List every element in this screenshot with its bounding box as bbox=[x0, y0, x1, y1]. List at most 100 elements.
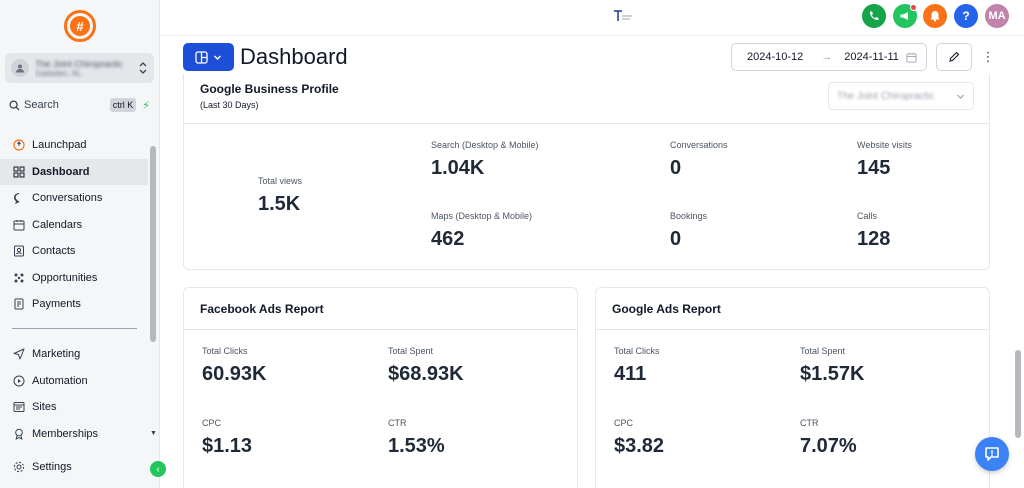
nav-settings: Settings bbox=[0, 454, 148, 481]
location-icon bbox=[11, 59, 29, 77]
edit-dashboard-button[interactable] bbox=[936, 43, 972, 71]
metric-label: Search (Desktop & Mobile) bbox=[431, 140, 539, 150]
help-icon: ? bbox=[962, 9, 970, 23]
chevron-left-icon: ‹ bbox=[156, 463, 160, 475]
payments-icon bbox=[12, 298, 25, 311]
metric-label: CTR bbox=[800, 418, 819, 428]
notifications-button[interactable] bbox=[923, 4, 947, 28]
support-chat-button[interactable] bbox=[975, 437, 1009, 471]
rocket-icon bbox=[12, 139, 25, 152]
metric-value: 0 bbox=[670, 157, 682, 179]
sidebar-item-label: Sites bbox=[32, 401, 57, 414]
sidebar-item-label: Contacts bbox=[32, 245, 76, 258]
metric-value: 462 bbox=[431, 228, 465, 250]
metric-label: CPC bbox=[202, 418, 222, 428]
calendar-icon bbox=[906, 52, 917, 63]
main-scrollbar[interactable] bbox=[1015, 350, 1021, 438]
metric-value: 7.07% bbox=[800, 435, 857, 457]
metric-value: 0 bbox=[670, 228, 682, 250]
date-to: 2024-11-11 bbox=[844, 51, 899, 63]
chevron-down-icon bbox=[214, 55, 221, 60]
metric-label: Website visits bbox=[857, 140, 912, 150]
brand-logo[interactable]: # bbox=[64, 10, 96, 42]
sidebar-item-conversations[interactable]: Conversations bbox=[0, 185, 148, 212]
avatar[interactable]: MA bbox=[985, 4, 1009, 28]
metric-value: 1.53% bbox=[388, 435, 445, 457]
more-options-button[interactable]: ⋮ bbox=[981, 47, 995, 67]
nav-secondary: Marketing Automation Sites Memberships bbox=[0, 341, 148, 447]
automation-icon bbox=[12, 374, 25, 387]
card-subtitle: (Last 30 Days) bbox=[200, 100, 259, 110]
sidebar-item-payments[interactable]: Payments bbox=[0, 291, 148, 318]
sidebar-item-launchpad[interactable]: Launchpad bbox=[0, 132, 148, 159]
metric-value: 128 bbox=[857, 228, 891, 250]
metric-label: Total Spent bbox=[388, 346, 434, 356]
bell-icon bbox=[930, 11, 940, 22]
sidebar-item-calendars[interactable]: Calendars bbox=[0, 212, 148, 239]
sites-icon bbox=[12, 401, 25, 414]
date-range-picker[interactable]: 2024-10-12 → 2024-11-11 bbox=[731, 43, 927, 71]
sidebar-item-memberships[interactable]: Memberships bbox=[0, 421, 148, 448]
scroll-down-arrow-icon[interactable]: ▼ bbox=[150, 430, 157, 437]
phone-icon bbox=[869, 11, 879, 21]
sidebar-item-label: Dashboard bbox=[32, 165, 90, 178]
card-header: Google Ads Report bbox=[596, 288, 989, 330]
chat-support-icon bbox=[985, 447, 999, 461]
search-bar[interactable]: Search ctrl K ⚡ bbox=[5, 94, 154, 116]
bolt-icon[interactable]: ⚡ bbox=[142, 99, 150, 112]
sidebar-item-contacts[interactable]: Contacts bbox=[0, 238, 148, 265]
opportunities-icon bbox=[12, 271, 25, 284]
metric-label: Total Spent bbox=[800, 346, 846, 356]
sidebar-item-settings[interactable]: Settings bbox=[0, 454, 148, 481]
account-name: The Joint Chiropractic bbox=[35, 58, 123, 69]
send-icon bbox=[12, 348, 25, 361]
sidebar-item-marketing[interactable]: Marketing bbox=[0, 341, 148, 368]
sidebar-item-sites[interactable]: Sites bbox=[0, 394, 148, 421]
pencil-icon bbox=[949, 51, 960, 62]
metric-value: 411 bbox=[614, 363, 647, 385]
metric-value: 60.93K bbox=[202, 363, 267, 385]
company-logo-icon bbox=[614, 10, 632, 21]
sidebar-item-label: Opportunities bbox=[32, 271, 98, 284]
metric-label: CPC bbox=[614, 418, 634, 428]
sidebar-item-label: Payments bbox=[32, 298, 81, 311]
metric-label: Total Clicks bbox=[202, 346, 248, 356]
search-shortcut: ctrl K bbox=[109, 98, 137, 112]
phone-button[interactable] bbox=[862, 4, 886, 28]
sidebar-item-automation[interactable]: Automation bbox=[0, 368, 148, 395]
account-location: Gadsden, AL bbox=[35, 68, 82, 78]
kebab-icon: ⋮ bbox=[981, 49, 995, 64]
metric-label: Calls bbox=[857, 211, 878, 221]
calendar-icon bbox=[12, 218, 25, 231]
megaphone-button[interactable] bbox=[893, 4, 917, 28]
metric-label: Total Clicks bbox=[614, 346, 660, 356]
metric-value: 1.04K bbox=[431, 157, 485, 179]
location-select[interactable]: The Joint Chiropractic bbox=[828, 82, 974, 110]
layout-icon bbox=[195, 50, 208, 64]
sidebar-item-dashboard[interactable]: Dashboard bbox=[0, 158, 148, 185]
sidebar-item-label: Memberships bbox=[32, 427, 99, 440]
metric-label: Conversations bbox=[670, 140, 728, 150]
help-button[interactable]: ? bbox=[954, 4, 978, 28]
top-bar: ? MA bbox=[160, 0, 1024, 36]
avatar-initials: MA bbox=[988, 10, 1006, 22]
sidebar: # The Joint Chiropractic Gadsden, AL Sea… bbox=[0, 0, 160, 488]
notification-dot bbox=[910, 4, 917, 11]
metric-value: $68.93K bbox=[388, 363, 464, 385]
metric-label: Bookings bbox=[670, 211, 708, 221]
sidebar-item-opportunities[interactable]: Opportunities bbox=[0, 265, 148, 292]
account-switcher[interactable]: The Joint Chiropractic Gadsden, AL bbox=[5, 53, 154, 83]
card-header: Google Business Profile (Last 30 Days) bbox=[184, 74, 989, 124]
card-title: Google Business Profile bbox=[200, 82, 339, 96]
sidebar-item-label: Calendars bbox=[32, 218, 83, 231]
card-title: Google Ads Report bbox=[612, 302, 721, 316]
sidebar-scrollbar[interactable] bbox=[150, 146, 156, 342]
chevron-up-down-icon bbox=[138, 62, 148, 74]
contacts-icon bbox=[12, 245, 25, 258]
dashboard-switcher-button[interactable] bbox=[183, 43, 234, 71]
sidebar-item-label: Settings bbox=[32, 461, 72, 474]
hash-icon: # bbox=[70, 16, 90, 36]
total-views-value: 1.5K bbox=[258, 193, 301, 215]
google-business-profile-card: Google Business Profile (Last 30 Days) T… bbox=[183, 74, 990, 270]
collapse-sidebar-button[interactable]: ‹ bbox=[150, 461, 166, 477]
